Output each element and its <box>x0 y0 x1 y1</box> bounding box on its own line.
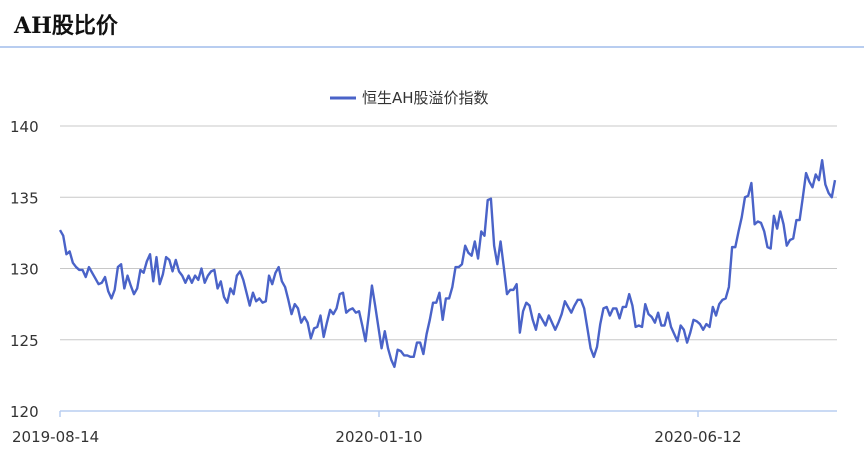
y-tick-label: 140 <box>10 118 39 136</box>
x-axis: 2019-08-14 2020-01-10 2020-06-12 <box>12 410 837 446</box>
page-title: AH股比价 <box>14 13 118 39</box>
series-line <box>58 159 837 369</box>
x-tick-label: 2019-08-14 <box>12 428 99 446</box>
y-tick-label: 135 <box>10 189 39 207</box>
grid-lines <box>60 125 837 341</box>
legend-label: 恒生AH股溢价指数 <box>362 89 489 107</box>
y-axis-ticks: 140 135 130 125 120 <box>10 118 39 421</box>
y-tick-label: 130 <box>10 261 39 279</box>
legend: 恒生AH股溢价指数 <box>330 89 489 107</box>
x-tick-label: 2020-01-10 <box>335 428 422 446</box>
y-tick-label: 120 <box>10 403 39 421</box>
y-tick-label: 125 <box>10 332 39 350</box>
x-tick-label: 2020-06-12 <box>654 428 741 446</box>
header-bar: AH股比价 <box>0 0 864 48</box>
